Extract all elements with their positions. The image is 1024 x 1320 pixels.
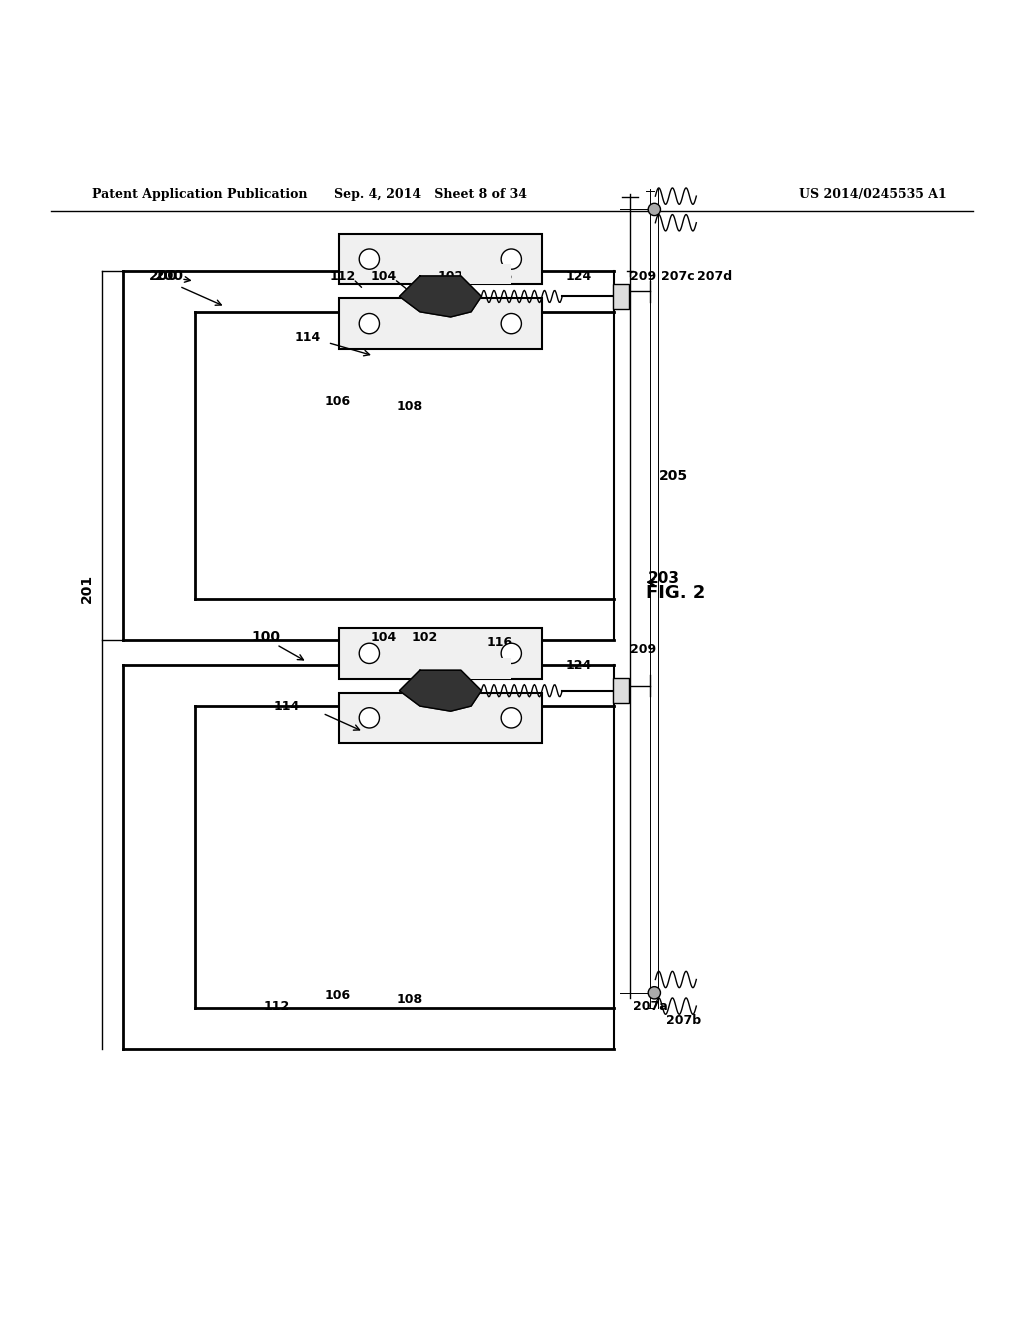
Bar [339, 298, 542, 348]
Text: 112: 112 [330, 269, 356, 282]
Text: 124: 124 [565, 269, 592, 282]
Text: 102: 102 [437, 269, 464, 282]
Text: 209: 209 [630, 643, 656, 656]
Text: 104: 104 [371, 269, 397, 282]
Bar [339, 628, 542, 678]
Circle shape [648, 203, 660, 215]
Circle shape [501, 708, 521, 729]
Text: 116: 116 [486, 636, 513, 649]
Polygon shape [399, 671, 481, 711]
Text: 114: 114 [294, 331, 321, 345]
Text: 112: 112 [263, 999, 290, 1012]
Bar [613, 284, 629, 309]
Text: 209: 209 [630, 269, 656, 282]
Text: 201: 201 [80, 574, 94, 603]
Text: 200: 200 [150, 269, 190, 282]
Circle shape [501, 249, 521, 269]
Text: 108: 108 [396, 994, 423, 1006]
Text: 102: 102 [412, 631, 438, 644]
Bar [339, 234, 542, 284]
Circle shape [359, 249, 380, 269]
Bar [339, 693, 542, 743]
Bar [613, 678, 629, 704]
Text: 114: 114 [273, 700, 300, 713]
Text: 200: 200 [155, 269, 183, 282]
Polygon shape [399, 276, 481, 317]
Circle shape [501, 313, 521, 334]
Text: Sep. 4, 2014   Sheet 8 of 34: Sep. 4, 2014 Sheet 8 of 34 [334, 187, 526, 201]
Circle shape [501, 643, 521, 664]
Text: 207d: 207d [697, 269, 732, 282]
Text: Patent Application Publication: Patent Application Publication [92, 187, 307, 201]
Text: 207c: 207c [662, 269, 694, 282]
Bar [461, 264, 511, 284]
Text: 104: 104 [371, 631, 397, 644]
Text: 100: 100 [252, 631, 281, 644]
Text: 205: 205 [659, 469, 688, 483]
Text: 106: 106 [325, 396, 351, 408]
Circle shape [359, 643, 380, 664]
Text: US 2014/0245535 A1: US 2014/0245535 A1 [799, 187, 946, 201]
Text: 116: 116 [486, 269, 513, 282]
Circle shape [359, 708, 380, 729]
Circle shape [648, 986, 660, 999]
Text: 106: 106 [325, 990, 351, 1002]
Text: 108: 108 [396, 400, 423, 413]
Text: FIG. 2: FIG. 2 [646, 585, 706, 602]
Bar [461, 659, 511, 678]
Circle shape [359, 313, 380, 334]
Text: 124: 124 [565, 659, 592, 672]
Text: 207a: 207a [633, 999, 668, 1012]
Text: 203: 203 [647, 570, 680, 586]
Text: 207b: 207b [667, 1014, 701, 1027]
